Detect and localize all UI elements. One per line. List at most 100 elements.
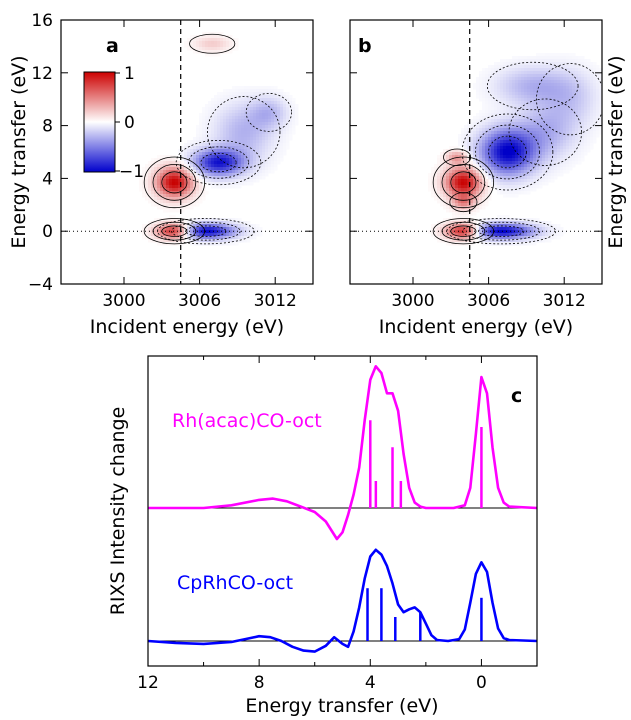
heat-cell bbox=[503, 152, 507, 156]
heat-cell bbox=[509, 128, 513, 132]
heat-cell bbox=[596, 104, 600, 108]
heat-cell bbox=[292, 107, 296, 111]
heat-cell bbox=[157, 191, 161, 195]
heat-cell bbox=[518, 224, 522, 228]
heat-cell bbox=[241, 104, 245, 108]
heat-cell bbox=[271, 86, 275, 90]
heat-cell bbox=[536, 185, 540, 189]
heat-cell bbox=[220, 170, 224, 174]
heat-cell bbox=[533, 143, 537, 147]
heat-cell bbox=[151, 185, 155, 189]
heat-cell bbox=[590, 134, 594, 138]
heat-cell bbox=[524, 185, 528, 189]
heat-cell bbox=[581, 59, 585, 63]
contour-line bbox=[171, 221, 241, 241]
heat-cell bbox=[226, 233, 230, 237]
heat-cell bbox=[512, 128, 516, 132]
heat-cell bbox=[145, 185, 149, 189]
heat-cell bbox=[572, 59, 576, 63]
heat-cell bbox=[289, 107, 293, 111]
heat-cell bbox=[575, 143, 579, 147]
heat-cell bbox=[506, 224, 510, 228]
heat-cell bbox=[440, 227, 444, 231]
heat-cell bbox=[235, 152, 239, 156]
heat-cell bbox=[166, 176, 170, 180]
heat-cell bbox=[217, 242, 221, 246]
heat-cell bbox=[148, 167, 152, 171]
heat-cell bbox=[217, 92, 221, 96]
heat-cell bbox=[554, 86, 558, 90]
heat-cell bbox=[265, 116, 269, 120]
heat-cell bbox=[476, 209, 480, 213]
heat-cell bbox=[455, 218, 459, 222]
heat-cell bbox=[524, 239, 528, 243]
heat-cell bbox=[560, 131, 564, 135]
heat-cell bbox=[494, 167, 498, 171]
heat-cell bbox=[220, 140, 224, 144]
heat-cell bbox=[274, 143, 278, 147]
heat-cell bbox=[154, 200, 158, 204]
heat-cell bbox=[223, 113, 227, 117]
contour-line bbox=[441, 221, 486, 241]
heat-cell bbox=[169, 167, 173, 171]
heat-cell bbox=[205, 218, 209, 222]
heat-cell bbox=[527, 104, 531, 108]
heat-cell bbox=[160, 155, 164, 159]
heat-cell bbox=[271, 98, 275, 102]
heat-cell bbox=[488, 74, 492, 78]
heat-cell bbox=[473, 116, 477, 120]
heat-cell bbox=[476, 206, 480, 210]
heat-cell bbox=[461, 197, 465, 201]
heat-cell bbox=[437, 176, 441, 180]
heat-cell bbox=[160, 164, 164, 168]
heat-cell bbox=[494, 170, 498, 174]
heat-cell bbox=[256, 140, 260, 144]
heat-cell bbox=[578, 158, 582, 162]
heat-cell bbox=[235, 98, 239, 102]
heat-cell bbox=[491, 182, 495, 186]
heat-cell bbox=[554, 176, 558, 180]
heat-cell bbox=[193, 152, 197, 156]
heat-cell bbox=[521, 155, 525, 159]
heat-cell bbox=[584, 59, 588, 63]
heat-cell bbox=[148, 188, 152, 192]
heat-cell bbox=[199, 224, 203, 228]
heat-cell bbox=[587, 68, 591, 72]
heat-cell bbox=[160, 188, 164, 192]
heat-cell bbox=[160, 158, 164, 162]
heat-cell bbox=[455, 146, 459, 150]
heat-cell bbox=[539, 107, 543, 111]
heat-cell bbox=[443, 200, 447, 204]
heat-cell bbox=[497, 185, 501, 189]
heat-cell bbox=[428, 173, 432, 177]
heat-cell bbox=[178, 206, 182, 210]
heat-cell bbox=[512, 233, 516, 237]
heat-cell bbox=[247, 155, 251, 159]
heat-cell bbox=[193, 161, 197, 165]
heat-cell bbox=[593, 137, 597, 141]
heat-cell bbox=[518, 182, 522, 186]
heat-cell bbox=[542, 83, 546, 87]
heat-cell bbox=[521, 179, 525, 183]
heat-cell bbox=[163, 179, 167, 183]
contour-line bbox=[245, 92, 292, 132]
heat-cell bbox=[482, 170, 486, 174]
heat-cell bbox=[199, 35, 203, 39]
heat-cell bbox=[551, 176, 555, 180]
heat-cell bbox=[521, 230, 525, 234]
heat-cell bbox=[506, 215, 510, 219]
heat-cell bbox=[437, 170, 441, 174]
heat-cell bbox=[524, 56, 528, 60]
heat-cell bbox=[199, 158, 203, 162]
heat-cell bbox=[524, 65, 528, 69]
heat-cell bbox=[521, 221, 525, 225]
heat-cell bbox=[247, 86, 251, 90]
heat-cell bbox=[485, 149, 489, 153]
heat-cell bbox=[196, 44, 200, 48]
heat-cell bbox=[226, 236, 230, 240]
heat-cell bbox=[268, 167, 272, 171]
heat-cell bbox=[482, 125, 486, 129]
heat-cell bbox=[473, 239, 477, 243]
heat-cell bbox=[587, 101, 591, 105]
heat-cell bbox=[220, 104, 224, 108]
